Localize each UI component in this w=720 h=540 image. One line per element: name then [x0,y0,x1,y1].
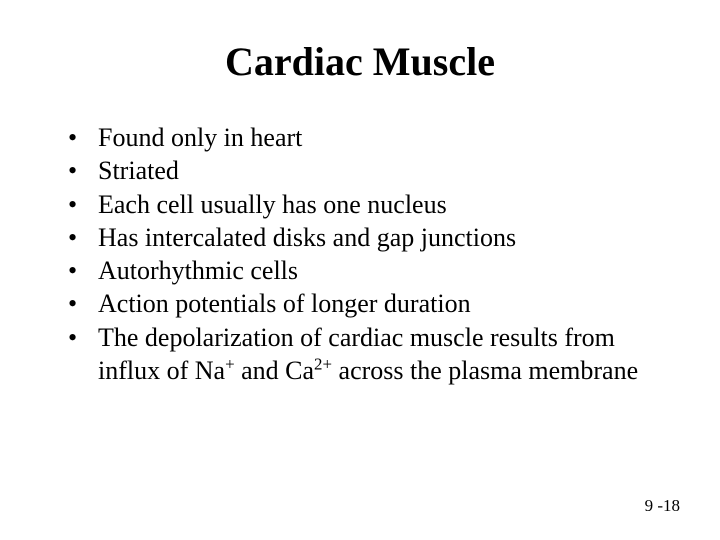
list-item: Has intercalated disks and gap junctions [68,221,680,254]
list-item: Striated [68,154,680,187]
bullet-text: Action potentials of longer duration [98,289,471,318]
list-item: The depolarization of cardiac muscle res… [68,321,680,388]
page-number: 9 -18 [645,496,680,516]
bullet-text-post: across the plasma membrane [332,356,638,385]
list-item: Found only in heart [68,121,680,154]
bullet-text: Each cell usually has one nucleus [98,190,447,219]
bullet-list: Found only in heart Striated Each cell u… [40,121,680,387]
bullet-text: Striated [98,156,179,185]
superscript: + [225,354,235,373]
bullet-text: Has intercalated disks and gap junctions [98,223,516,252]
slide-title: Cardiac Muscle [40,38,680,85]
slide: Cardiac Muscle Found only in heart Stria… [0,0,720,540]
bullet-text-mid: and Ca [235,356,314,385]
superscript: 2+ [314,354,332,373]
list-item: Autorhythmic cells [68,254,680,287]
bullet-text: Autorhythmic cells [98,256,298,285]
list-item: Action potentials of longer duration [68,287,680,320]
bullet-text: Found only in heart [98,123,302,152]
list-item: Each cell usually has one nucleus [68,188,680,221]
